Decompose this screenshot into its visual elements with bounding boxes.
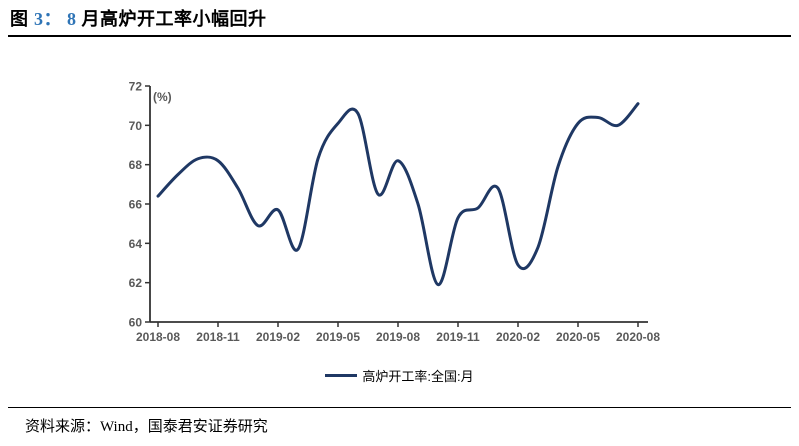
- x-tick-label: 2019-05: [316, 330, 360, 344]
- source-text: 资料来源：Wind，国泰君安证券研究: [25, 419, 268, 435]
- y-tick-label: 64: [129, 237, 143, 251]
- footer-divider: [8, 407, 791, 408]
- title-text: 月高炉开工率小幅回升: [81, 9, 267, 29]
- x-tick-label: 2018-11: [196, 330, 240, 344]
- y-tick-label: 72: [129, 80, 143, 94]
- legend-line-swatch: [325, 374, 358, 377]
- y-tick-label: 70: [129, 119, 143, 133]
- figure-label: 图: [10, 9, 35, 29]
- x-tick-label: 2018-08: [136, 330, 180, 344]
- x-tick-label: 2020-05: [556, 330, 600, 344]
- x-tick-label: 2019-08: [376, 330, 420, 344]
- x-tick-label: 2019-11: [436, 330, 480, 344]
- legend-label: 高炉开工率:全国:月: [362, 369, 474, 384]
- title-divider: [8, 35, 791, 37]
- y-tick-label: 66: [129, 198, 143, 212]
- figure-title: 图 3： 8 月高炉开工率小幅回升: [10, 5, 267, 31]
- y-tick-label: 60: [129, 316, 143, 330]
- y-tick-label: 62: [129, 276, 143, 290]
- x-tick-label: 2020-08: [616, 330, 660, 344]
- x-tick-label: 2019-02: [256, 330, 300, 344]
- y-axis-unit-label: (%): [153, 90, 172, 104]
- x-tick-label: 2020-02: [496, 330, 540, 344]
- title-month-number: 8: [67, 9, 82, 29]
- series-line: [156, 102, 640, 287]
- figure-number: 3：: [34, 9, 68, 29]
- y-tick-label: 68: [129, 158, 143, 172]
- chart-legend: 高炉开工率:全国:月: [0, 366, 799, 385]
- source-note: 资料来源：Wind，国泰君安证券研究: [25, 415, 268, 436]
